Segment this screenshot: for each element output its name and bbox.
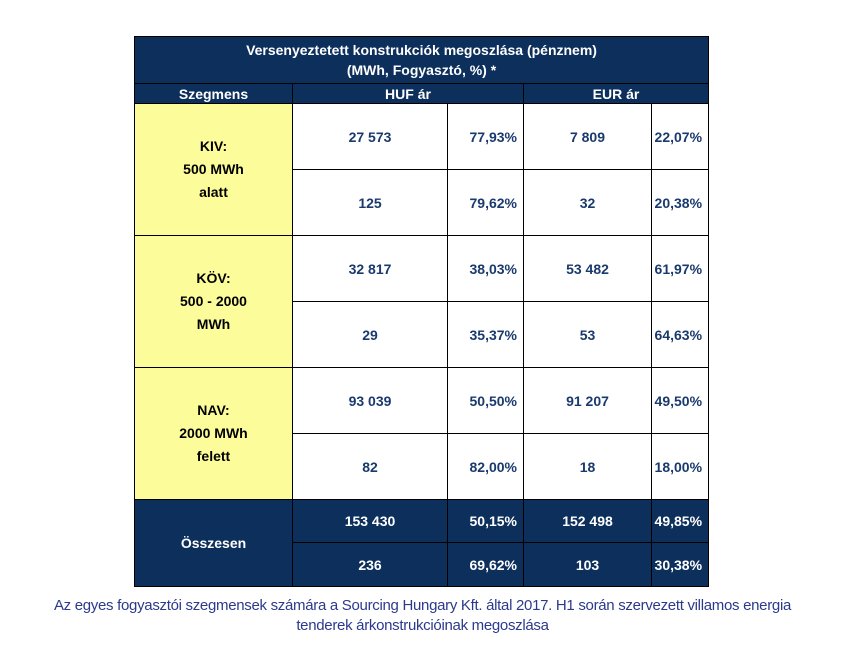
segment-label-line: KÖV: [196,270,231,286]
segment-label-nav: NAV: 2000 MWh felett [134,367,293,500]
eur-value: 53 [523,301,652,368]
header-segment: Szegmens [134,83,293,104]
total-label: Összesen [134,499,293,587]
huf-value: 93 039 [292,367,448,434]
huf-percent: 38,03% [447,235,524,302]
header-huf: HUF ár [292,83,524,104]
segment-distribution-table: Versenyeztetett konstrukciók megoszlása … [133,36,710,587]
total-eur-value: 152 498 [523,499,652,543]
table-title-line2: (MWh, Fogyasztó, %) * [346,62,497,78]
table-caption: Az egyes fogyasztói szegmensek számára a… [0,596,845,636]
huf-value: 32 817 [292,235,448,302]
eur-value: 32 [523,169,652,236]
huf-value: 27 573 [292,103,448,170]
huf-value: 125 [292,169,448,236]
eur-value: 91 207 [523,367,652,434]
eur-percent: 20,38% [650,169,710,236]
eur-percent: 22,07% [650,103,710,170]
table-title: Versenyeztetett konstrukciók megoszlása … [133,36,710,84]
eur-percent: 18,00% [650,433,710,500]
eur-percent: 61,97% [650,235,710,302]
segment-label-line: 500 - 2000 [180,293,247,309]
header-eur: EUR ár [522,83,710,104]
caption-line1: Az egyes fogyasztói szegmensek számára a… [53,597,792,614]
total-huf-value: 153 430 [292,499,448,543]
huf-percent: 79,62% [447,169,524,236]
huf-value: 82 [292,433,448,500]
huf-value: 29 [292,301,448,368]
segment-label-line: felett [196,448,231,464]
segment-label-line: NAV: [197,402,230,418]
huf-percent: 50,50% [447,367,524,434]
segment-label-line: 2000 MWh [179,425,248,441]
total-eur-percent: 30,38% [650,542,710,587]
huf-percent: 35,37% [447,301,524,368]
eur-percent: 49,50% [650,367,710,434]
segment-label-kov: KÖV: 500 - 2000 MWh [134,235,293,368]
total-eur-value: 103 [523,542,652,587]
total-huf-percent: 50,15% [447,499,524,543]
segment-label-line: MWh [196,316,231,332]
caption-line2: tenderek árkonstrukcióinak megoszlása [296,617,549,634]
table-title-line1: Versenyeztetett konstrukciók megoszlása … [246,42,597,58]
total-huf-value: 236 [292,542,448,587]
huf-percent: 77,93% [447,103,524,170]
segment-label-kiv: KIV: 500 MWh alatt [134,103,293,236]
segment-label-line: 500 MWh [183,161,244,177]
segment-label-line: alatt [199,184,228,200]
total-eur-percent: 49,85% [650,499,710,543]
eur-value: 53 482 [523,235,652,302]
huf-percent: 82,00% [447,433,524,500]
eur-percent: 64,63% [650,301,710,368]
total-huf-percent: 69,62% [447,542,524,587]
segment-label-line: KIV: [199,138,228,154]
eur-value: 18 [523,433,652,500]
eur-value: 7 809 [523,103,652,170]
